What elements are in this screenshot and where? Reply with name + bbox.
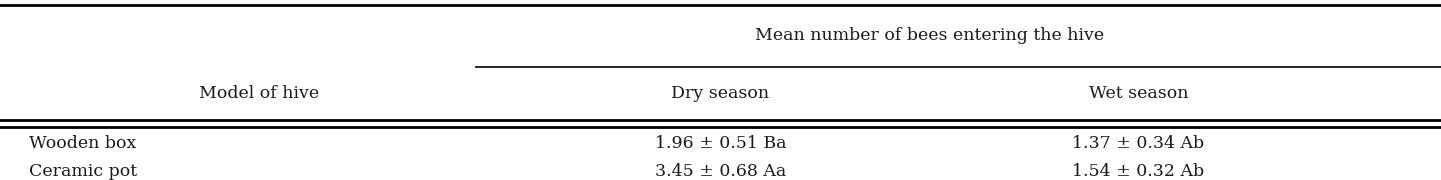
Text: 1.54 ± 0.32 Ab: 1.54 ± 0.32 Ab: [1072, 163, 1205, 179]
Text: 1.37 ± 0.34 Ab: 1.37 ± 0.34 Ab: [1072, 136, 1205, 152]
Text: 1.96 ± 0.51 Ba: 1.96 ± 0.51 Ba: [654, 136, 787, 152]
Text: Wooden box: Wooden box: [29, 136, 135, 152]
Text: Wet season: Wet season: [1088, 85, 1189, 102]
Text: Ceramic pot: Ceramic pot: [29, 163, 137, 179]
Text: Mean number of bees entering the hive: Mean number of bees entering the hive: [755, 28, 1104, 44]
Text: 3.45 ± 0.68 Aa: 3.45 ± 0.68 Aa: [654, 163, 787, 179]
Text: Dry season: Dry season: [672, 85, 769, 102]
Text: Model of hive: Model of hive: [199, 85, 320, 102]
